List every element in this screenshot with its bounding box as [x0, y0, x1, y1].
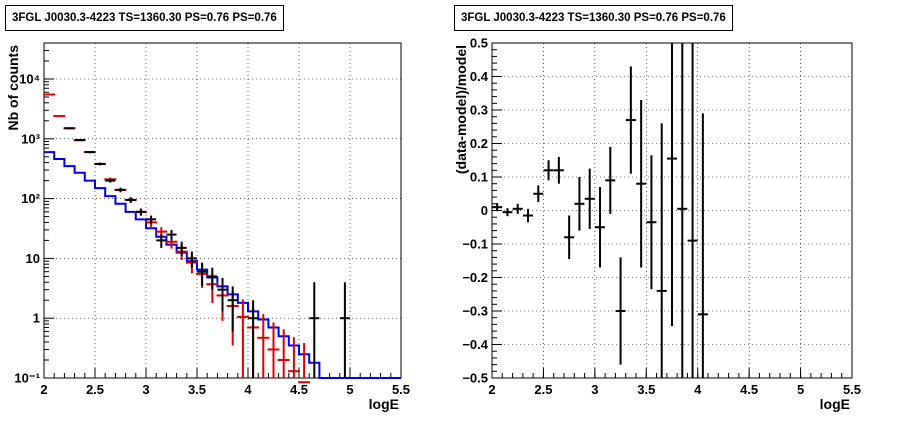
y-tick-label: −0.1 — [462, 237, 488, 252]
x-axis-title: logE — [820, 396, 850, 412]
y-axis-title: Nb of counts — [5, 45, 21, 131]
y-tick-label: 0.2 — [470, 136, 488, 151]
model-step-histogram — [44, 151, 401, 379]
y-tick-label: −0.5 — [462, 371, 488, 386]
y-tick-label: 0.3 — [470, 103, 488, 118]
y-tick-label: 10 — [26, 251, 40, 266]
residuals-panel: 2 2.5 3 3.5 4 4.5 5 5.5 −0.5 −0.4 −0.3 −0.2 −0.1 0 0.1… — [449, 0, 898, 421]
plot-background — [44, 43, 401, 378]
x-tick-label: 4.5 — [740, 382, 758, 397]
x-tick-label: 2 — [40, 382, 47, 397]
y-tick-label: 10³ — [21, 131, 40, 146]
y-tick-label: 0.5 — [470, 36, 488, 51]
plot-area: 2 2.5 3 3.5 4 4.5 5 5.5 −0.5 −0.4 −0.3 −0.2 −0.1 0 0.1… — [453, 36, 861, 413]
y-tick-label: −0.3 — [462, 304, 488, 319]
y-tick-label: 10⁻¹ — [14, 371, 40, 386]
y-tick-label: 0 — [481, 203, 488, 218]
plot-frame — [43, 42, 402, 379]
x-tick-label: 3.5 — [637, 382, 655, 397]
x-tick-label: 5 — [346, 382, 353, 397]
x-tick-label: 5.5 — [843, 382, 861, 397]
residuals-chart: 2 2.5 3 3.5 4 4.5 5 5.5 −0.5 −0.4 −0.3 −0.2 −0.1 0 0.1… — [453, 36, 861, 413]
y-tick-label: −0.2 — [462, 270, 488, 285]
plot-area: 2 2.5 3 3.5 4 4.5 5 5.5 10⁻¹ 1 10 10² 10³ 10⁴ logE Nb o… — [5, 42, 410, 412]
y-axis-title: (data-model)/model — [453, 45, 469, 174]
y-tick-label: 10² — [21, 191, 40, 206]
x-tick-label: 3.5 — [188, 382, 206, 397]
x-tick-label: 4 — [244, 382, 252, 397]
x-tick-label: 2.5 — [534, 382, 552, 397]
x-tick-label: 3 — [591, 382, 598, 397]
counts-panel: 2 2.5 3 3.5 4 4.5 5 5.5 10⁻¹ 1 10 10² 10³ 10⁴ logE Nb o… — [5, 5, 410, 412]
chart-title: 3FGL J0030.3-4223 TS=1360.30 PS=0.76 PS=… — [454, 5, 733, 31]
y-tick-label: 0.1 — [470, 170, 488, 185]
y-tick-label: 0.4 — [470, 69, 489, 84]
y-tick-label: −0.4 — [462, 337, 488, 352]
x-axis-title: logE — [369, 396, 399, 412]
x-tick-label: 4.5 — [290, 382, 308, 397]
x-tick-label: 5 — [797, 382, 804, 397]
y-tick-label: 1 — [33, 311, 40, 326]
x-tick-label: 2 — [488, 382, 495, 397]
x-tick-label: 4 — [694, 382, 702, 397]
x-tick-label: 2.5 — [86, 382, 104, 397]
chart-title: 3FGL J0030.3-4223 TS=1360.30 PS=0.76 PS=… — [5, 5, 284, 31]
x-tick-label: 3 — [142, 382, 149, 397]
y-tick-label: 10⁴ — [19, 72, 40, 87]
x-tick-label: 5.5 — [392, 382, 410, 397]
counts-chart: 2 2.5 3 3.5 4 4.5 5 5.5 10⁻¹ 1 10 10² 10³ 10⁴ logE Nb o… — [5, 42, 410, 412]
